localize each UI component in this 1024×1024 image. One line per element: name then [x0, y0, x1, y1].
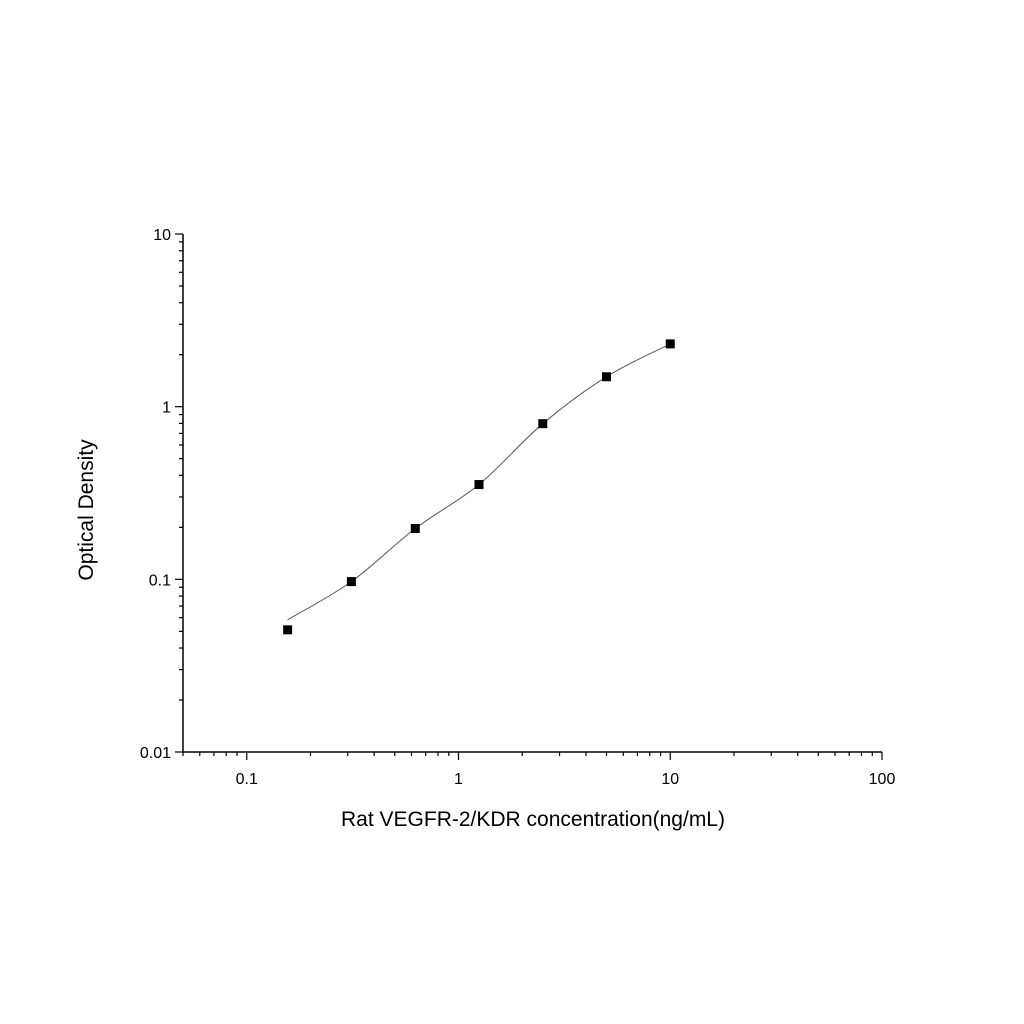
- x-axis-label: Rat VEGFR-2/KDR concentration(ng/mL): [341, 808, 725, 831]
- x-tick-label: 100: [869, 771, 896, 788]
- x-tick-label: 1: [454, 771, 463, 788]
- data-point-marker: [474, 480, 484, 490]
- x-axis: 0.1 1 10 100: [182, 751, 896, 788]
- data-point-marker: [283, 625, 293, 635]
- y-axis-label: Optical Density: [75, 439, 98, 581]
- x-tick-label: 10: [661, 771, 679, 788]
- data-point-marker: [665, 339, 675, 349]
- data-point-marker: [602, 372, 612, 382]
- y-axis: 0.01 0.1 1 10: [140, 227, 184, 762]
- y-tick-label: 10: [153, 227, 171, 244]
- data-point-marker: [410, 523, 420, 533]
- plot-area: [283, 339, 675, 635]
- data-point-marker: [346, 577, 356, 587]
- x-tick-label: 0.1: [236, 771, 258, 788]
- data-point-marker: [538, 419, 548, 429]
- y-tick-label: 1: [162, 400, 171, 417]
- y-tick-label: 0.1: [149, 572, 171, 589]
- y-tick-label: 0.01: [140, 745, 171, 762]
